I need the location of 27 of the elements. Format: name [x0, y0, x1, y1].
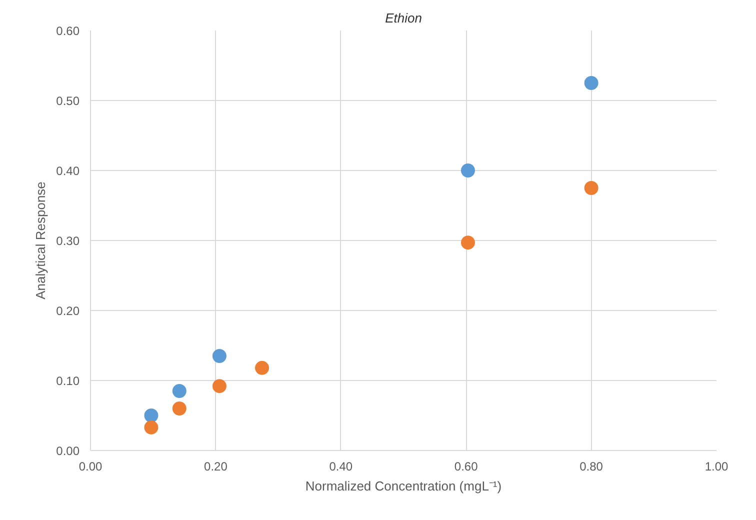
y-axis-title: Analytical Response — [33, 182, 48, 300]
y-tick-label: 0.20 — [56, 304, 80, 318]
x-tick-label: 0.00 — [78, 460, 103, 474]
x-axis-title: Normalized Concentration (mgL⁻¹) — [305, 478, 502, 494]
point — [460, 164, 475, 178]
x-tick-label: 0.40 — [329, 460, 353, 474]
y-tick-label: 0.30 — [56, 234, 80, 248]
y-tick-label: 0.10 — [56, 374, 80, 388]
chart-title: Ethion — [385, 10, 422, 26]
point — [460, 236, 475, 250]
point — [212, 349, 226, 363]
point — [172, 384, 186, 398]
y-tick-label: 0.60 — [56, 24, 80, 38]
point — [144, 420, 158, 434]
y-tick-label: 0.50 — [56, 94, 80, 108]
x-tick-label: 1.00 — [704, 460, 729, 474]
point — [172, 402, 186, 416]
point — [144, 408, 158, 422]
y-tick-label: 0.00 — [56, 444, 80, 458]
x-tick-label: 0.80 — [580, 460, 604, 474]
y-tick-label: 0.40 — [56, 164, 80, 178]
point — [584, 181, 598, 195]
x-tick-label: 0.60 — [454, 460, 478, 474]
point — [255, 360, 270, 375]
x-tick-label: 0.20 — [204, 460, 228, 474]
point — [584, 76, 598, 90]
point — [212, 379, 226, 394]
